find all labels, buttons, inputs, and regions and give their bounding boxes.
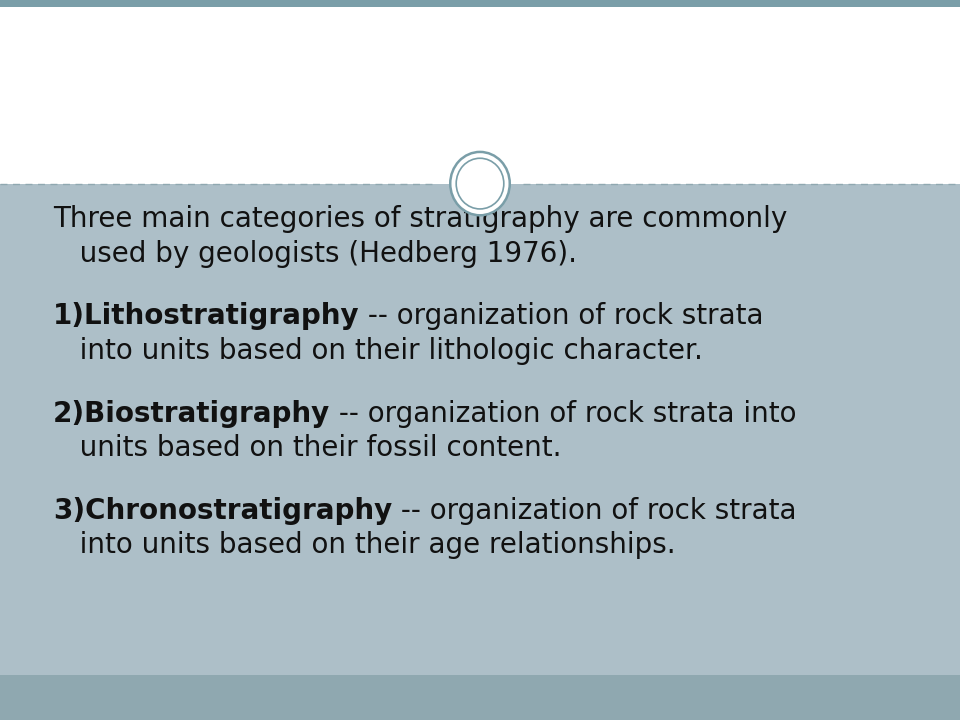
Text: 1)Lithostratigraphy: 1)Lithostratigraphy: [53, 302, 359, 330]
Text: 3)Chronostratigraphy: 3)Chronostratigraphy: [53, 497, 392, 525]
Text: -- organization of rock strata: -- organization of rock strata: [359, 302, 764, 330]
FancyBboxPatch shape: [0, 0, 960, 7]
FancyBboxPatch shape: [0, 0, 960, 184]
Ellipse shape: [450, 152, 510, 215]
Text: into units based on their lithologic character.: into units based on their lithologic cha…: [53, 337, 703, 365]
Text: used by geologists (Hedberg 1976).: used by geologists (Hedberg 1976).: [53, 240, 577, 268]
Text: into units based on their age relationships.: into units based on their age relationsh…: [53, 531, 676, 559]
Text: Three main categories of stratigraphy are commonly: Three main categories of stratigraphy ar…: [53, 205, 787, 233]
FancyBboxPatch shape: [0, 675, 960, 720]
Text: -- organization of rock strata: -- organization of rock strata: [392, 497, 797, 525]
Text: 2)Biostratigraphy: 2)Biostratigraphy: [53, 400, 330, 428]
Text: -- organization of rock strata into: -- organization of rock strata into: [330, 400, 797, 428]
Text: units based on their fossil content.: units based on their fossil content.: [53, 434, 562, 462]
